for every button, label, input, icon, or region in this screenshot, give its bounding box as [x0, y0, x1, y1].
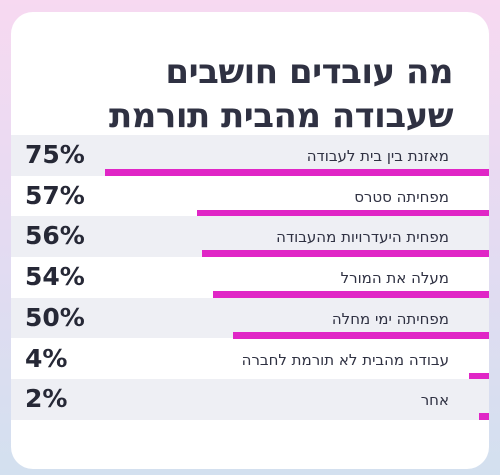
chart-row: מאזנת בין בית לעבודה 75%: [11, 135, 489, 176]
chart-row: מפחיתה ימי מחלה 50%: [11, 297, 489, 339]
chart-row: עבודה מהבית לא תורמת לחברה 4%: [11, 339, 489, 380]
bar: [478, 413, 489, 421]
chart-row: מפחית היעדרויות מהעבודה 56%: [11, 216, 489, 258]
chart-row: מפחיתה סטרס 57%: [11, 176, 489, 217]
value-label: 4%: [25, 343, 68, 373]
value-label: 50%: [25, 302, 85, 332]
value-label: 56%: [25, 221, 85, 251]
category-label: מעלה את המורל: [340, 269, 449, 288]
value-label: 75%: [25, 140, 85, 169]
bar: [105, 169, 489, 176]
chart-row: אחר 2%: [11, 379, 489, 421]
chart-title: מה עובדים חושבים שעבודה מהבית תורמת להם?: [109, 52, 453, 180]
bar: [212, 291, 489, 299]
chart-card: מה עובדים חושבים שעבודה מהבית תורמת להם?…: [11, 12, 489, 469]
category-label: מפחיתה סטרס: [354, 187, 449, 206]
category-label: מאזנת בין בית לעבודה: [306, 147, 449, 165]
category-label: עבודה מהבית לא תורמת לחברה: [241, 350, 449, 369]
chart-row: מעלה את המורל 54%: [11, 257, 489, 299]
category-label: מפחית היעדרויות מהעבודה: [276, 228, 449, 247]
value-label: 2%: [25, 384, 68, 414]
value-label: 54%: [25, 262, 85, 292]
category-label: אחר: [420, 391, 449, 410]
bar: [233, 331, 489, 339]
bar: [468, 372, 489, 380]
bar: [202, 250, 489, 258]
value-label: 57%: [25, 180, 85, 210]
bar: [197, 209, 489, 217]
category-label: מפחיתה ימי מחלה: [331, 309, 449, 328]
